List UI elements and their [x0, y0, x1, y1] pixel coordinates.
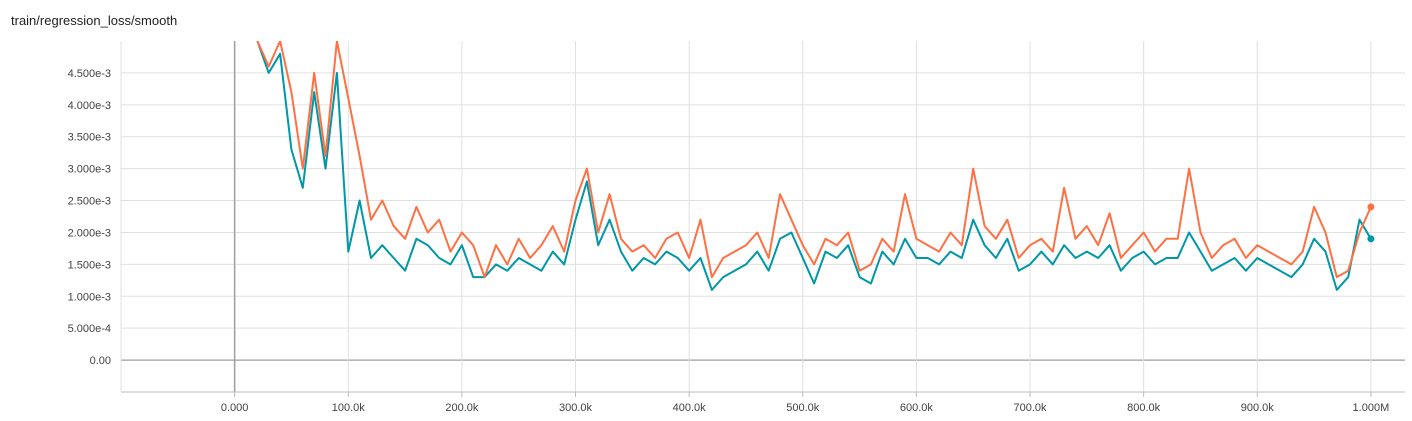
y-tick-label: 2.000e-3	[68, 227, 111, 239]
x-tick-label: 200.0k	[445, 402, 479, 414]
y-tick-label: 5.000e-4	[68, 323, 111, 335]
x-tick-label: 800.0k	[1127, 402, 1161, 414]
y-tick-label: 1.500e-3	[68, 259, 111, 271]
series-line	[256, 41, 1372, 291]
x-tick-label: 400.0k	[673, 402, 707, 414]
series-end-point	[1367, 235, 1375, 243]
chart-title: train/regression_loss/smooth	[11, 13, 178, 28]
x-tick-label: 300.0k	[559, 402, 593, 414]
grid	[121, 41, 1405, 392]
x-tick-label: 100.0k	[332, 402, 366, 414]
y-tick-label: 2.500e-3	[68, 196, 111, 208]
y-tick-label: 0.00	[90, 355, 111, 367]
x-tick-label: 1.000M	[1353, 402, 1390, 414]
x-tick-labels: 0.000 100.0k 200.0k 300.0k 400.0k 500.0k 600.0…	[221, 402, 1389, 414]
y-tick-label: 4.000e-3	[68, 100, 111, 112]
y-tick-label: 3.000e-3	[68, 164, 111, 176]
y-tick-label: 3.500e-3	[68, 132, 111, 144]
smooth-lines	[256, 41, 1372, 291]
series-line	[256, 41, 1372, 279]
end-markers	[1367, 203, 1375, 243]
y-tick-label: 1.000e-3	[68, 291, 111, 303]
x-tick-label: 0.000	[221, 402, 249, 414]
series-end-point	[1367, 203, 1375, 211]
x-tick-label: 700.0k	[1014, 402, 1048, 414]
raw-series-line	[256, 41, 1372, 291]
x-tick-label: 900.0k	[1241, 402, 1275, 414]
axes	[120, 41, 1405, 397]
raw-lines	[256, 41, 1372, 291]
x-tick-label: 500.0k	[786, 402, 820, 414]
x-tick-label: 600.0k	[900, 402, 934, 414]
y-tick-labels: 0.00 5.000e-4 1.000e-3 1.500e-3 2.000e-3 2.50…	[68, 68, 111, 367]
y-tick-label: 4.500e-3	[68, 68, 111, 80]
